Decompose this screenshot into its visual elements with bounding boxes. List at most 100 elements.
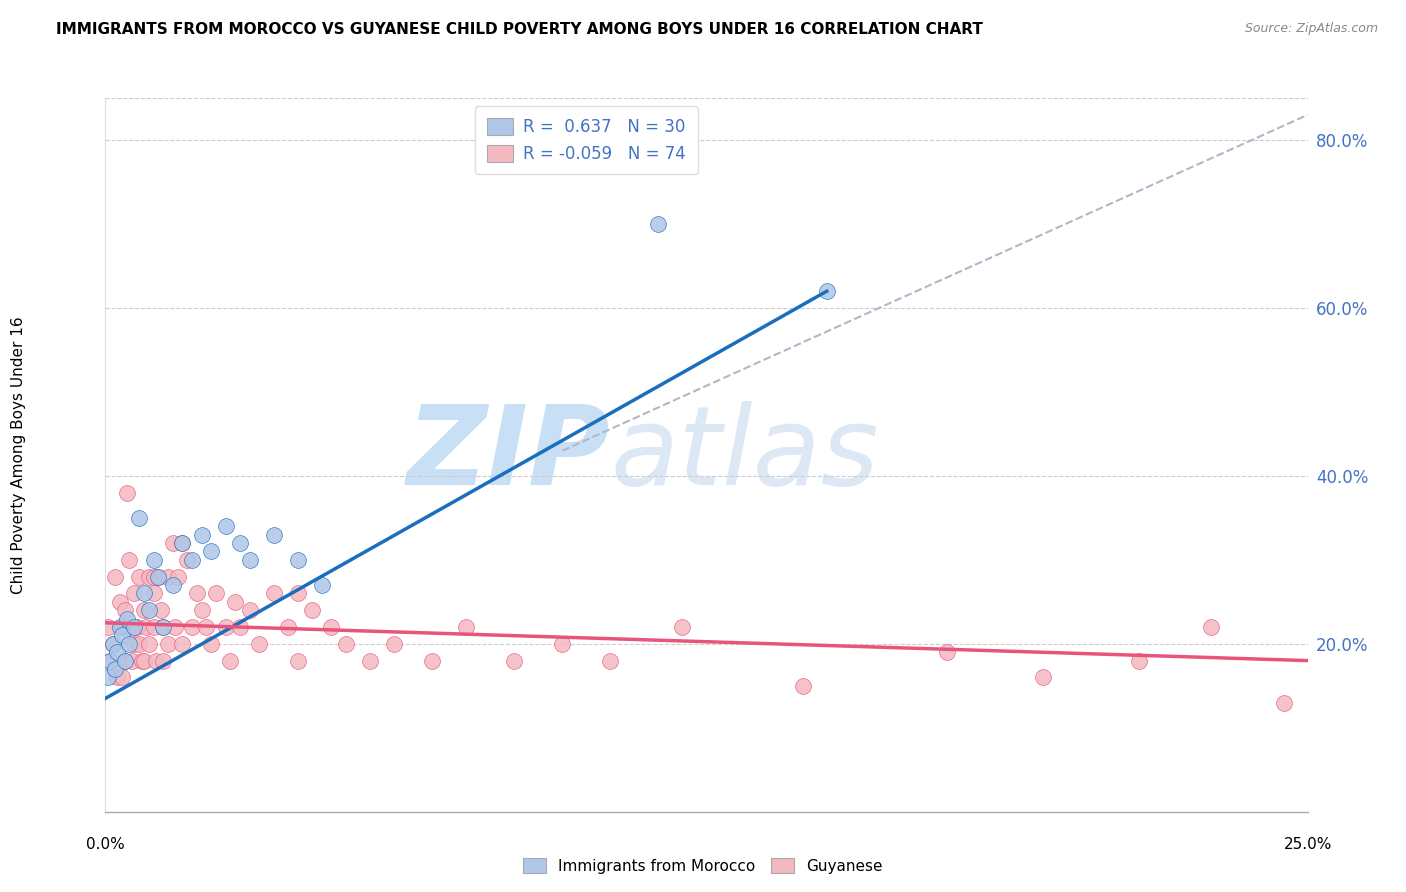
Point — [239, 603, 262, 617]
Point — [135, 620, 157, 634]
Point — [599, 654, 621, 668]
Point — [1272, 696, 1295, 710]
Point — [138, 637, 160, 651]
Point — [181, 553, 204, 567]
Point — [118, 620, 141, 634]
Point — [114, 654, 136, 668]
Point — [503, 654, 526, 668]
Point — [152, 620, 174, 634]
Point — [335, 637, 357, 651]
Point — [138, 603, 160, 617]
Point — [176, 553, 198, 567]
Point — [149, 603, 172, 617]
Point — [152, 620, 174, 634]
Text: atlas: atlas — [610, 401, 879, 508]
Point — [287, 654, 309, 668]
Point — [97, 620, 120, 634]
Point — [263, 586, 285, 600]
Point — [321, 620, 343, 634]
Point — [166, 569, 188, 583]
Point — [239, 553, 262, 567]
Text: 0.0%: 0.0% — [86, 837, 125, 852]
Point — [152, 654, 174, 668]
Point — [287, 553, 309, 567]
Point — [132, 654, 155, 668]
Point — [115, 485, 138, 500]
Legend: R =  0.637   N = 30, R = -0.059   N = 74: R = 0.637 N = 30, R = -0.059 N = 74 — [475, 106, 697, 175]
Point — [229, 620, 252, 634]
Point — [138, 569, 160, 583]
Point — [142, 586, 165, 600]
Point — [200, 544, 222, 558]
Point — [97, 670, 120, 684]
Point — [214, 519, 236, 533]
Point — [115, 612, 138, 626]
Point — [172, 536, 194, 550]
Point — [162, 536, 184, 550]
Point — [124, 637, 146, 651]
Point — [277, 620, 299, 634]
Point — [142, 569, 165, 583]
Point — [101, 637, 124, 651]
Text: Child Poverty Among Boys Under 16: Child Poverty Among Boys Under 16 — [11, 316, 27, 594]
Point — [104, 569, 127, 583]
Point — [287, 586, 309, 600]
Point — [124, 586, 146, 600]
Point — [181, 620, 204, 634]
Point — [172, 536, 194, 550]
Point — [195, 620, 218, 634]
Point — [111, 670, 134, 684]
Point — [142, 553, 165, 567]
Point — [382, 637, 405, 651]
Point — [128, 569, 150, 583]
Point — [162, 578, 184, 592]
Point — [200, 637, 222, 651]
Point — [1128, 654, 1150, 668]
Point — [101, 637, 124, 651]
Point — [647, 217, 669, 231]
Point — [551, 637, 574, 651]
Point — [229, 536, 252, 550]
Text: Source: ZipAtlas.com: Source: ZipAtlas.com — [1244, 22, 1378, 36]
Point — [224, 595, 246, 609]
Point — [247, 637, 270, 651]
Point — [145, 654, 167, 668]
Point — [111, 628, 134, 642]
Point — [165, 620, 187, 634]
Point — [186, 586, 208, 600]
Point — [128, 511, 150, 525]
Point — [111, 620, 134, 634]
Point — [205, 586, 228, 600]
Point — [148, 569, 170, 583]
Point — [156, 637, 179, 651]
Point — [1201, 620, 1223, 634]
Point — [131, 654, 153, 668]
Point — [124, 620, 146, 634]
Point — [104, 662, 127, 676]
Text: ZIP: ZIP — [406, 401, 610, 508]
Point — [132, 586, 155, 600]
Point — [454, 620, 477, 634]
Legend: Immigrants from Morocco, Guyanese: Immigrants from Morocco, Guyanese — [517, 852, 889, 880]
Point — [118, 553, 141, 567]
Point — [190, 527, 212, 541]
Point — [118, 637, 141, 651]
Point — [359, 654, 381, 668]
Point — [156, 569, 179, 583]
Point — [422, 654, 444, 668]
Point — [214, 620, 236, 634]
Point — [142, 620, 165, 634]
Point — [108, 595, 131, 609]
Point — [671, 620, 693, 634]
Point — [936, 645, 959, 659]
Point — [107, 670, 129, 684]
Point — [98, 654, 121, 668]
Text: 25.0%: 25.0% — [1284, 837, 1331, 852]
Point — [311, 578, 333, 592]
Point — [792, 679, 814, 693]
Point — [190, 603, 212, 617]
Point — [219, 654, 242, 668]
Point — [1032, 670, 1054, 684]
Text: IMMIGRANTS FROM MOROCCO VS GUYANESE CHILD POVERTY AMONG BOYS UNDER 16 CORRELATIO: IMMIGRANTS FROM MOROCCO VS GUYANESE CHIL… — [56, 22, 983, 37]
Point — [301, 603, 323, 617]
